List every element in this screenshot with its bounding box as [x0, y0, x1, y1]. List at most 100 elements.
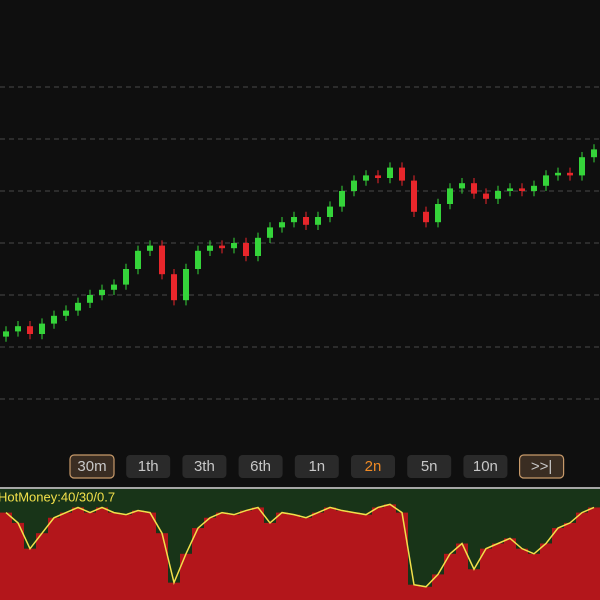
indicator-bar [540, 543, 552, 600]
candle-body [423, 211, 429, 223]
time-range-button[interactable]: 30m [69, 454, 115, 479]
indicator-bar [396, 512, 408, 600]
candle-body [159, 245, 165, 275]
indicator-bar [504, 538, 516, 600]
candle-body [195, 250, 201, 269]
indicator-bar [24, 548, 36, 600]
indicator-bar [60, 512, 72, 600]
candle-body [555, 172, 561, 176]
time-range-button[interactable]: 6th [238, 455, 283, 478]
indicator-bar [348, 512, 360, 600]
candle-body [243, 243, 249, 256]
indicator-bar [252, 507, 264, 600]
button-label: 1n [308, 458, 325, 475]
indicator-bar [144, 512, 156, 600]
candle-body [591, 149, 597, 158]
indicator-title: HotMoney:40/30/0.7 [0, 489, 115, 504]
candle-body [111, 284, 117, 290]
indicator-bar [408, 584, 420, 600]
candle-body [315, 217, 321, 225]
candle-body [219, 245, 225, 249]
indicator-bar [420, 586, 432, 600]
candle-body [279, 222, 285, 228]
candle-body [171, 274, 177, 301]
candle-body [267, 227, 273, 238]
candle-body [87, 295, 93, 303]
indicator-bar [228, 514, 240, 600]
button-background [126, 455, 171, 478]
time-range-button[interactable]: 1th [126, 455, 171, 478]
candle-body [207, 245, 213, 251]
indicator-bar [432, 574, 444, 600]
indicator-bar [96, 507, 108, 600]
button-background [351, 455, 395, 478]
indicator-bar [72, 507, 84, 600]
indicator-bar [516, 548, 528, 600]
candle-body [375, 175, 381, 178]
candle-body [543, 175, 549, 186]
indicator-bar [108, 512, 120, 600]
indicator-bar [36, 533, 48, 600]
button-background [407, 455, 452, 478]
indicator-bar [300, 517, 312, 600]
indicator-bar [48, 517, 60, 600]
candle-body [63, 310, 69, 316]
button-background [182, 455, 227, 478]
indicator-bar [120, 514, 132, 600]
candle-body [459, 183, 465, 189]
indicator-bar [312, 512, 324, 600]
button-label: 3th [194, 458, 215, 475]
button-background [69, 454, 115, 479]
indicator-bar [324, 507, 336, 600]
indicator-bar [588, 507, 600, 600]
indicator-bar [480, 548, 492, 600]
indicator-bar [288, 514, 300, 600]
candle-body [495, 191, 501, 199]
candle-body [135, 250, 141, 269]
time-range-button[interactable]: 3th [182, 455, 227, 478]
candle-body [327, 206, 333, 217]
candle-body [531, 185, 537, 191]
button-background [238, 455, 283, 478]
candle-body [15, 326, 21, 332]
candle-body [387, 167, 393, 178]
indicator-bar [456, 543, 468, 600]
indicator-bar [168, 582, 180, 600]
time-range-button[interactable]: 2n [351, 455, 395, 478]
indicator-bar [204, 517, 216, 600]
indicator-bar [192, 528, 204, 600]
candle-body [471, 183, 477, 194]
candle-body [435, 204, 441, 223]
button-label: 5n [421, 458, 438, 475]
indicator-bar [564, 522, 576, 600]
indicator-bar [372, 507, 384, 600]
candle-body [303, 217, 309, 225]
time-range-button[interactable]: 10n [463, 455, 508, 478]
indicator-bar [132, 510, 144, 600]
candle-body [447, 188, 453, 204]
button-label: 10n [473, 458, 498, 475]
indicator-bar [156, 533, 168, 600]
candle-body [183, 269, 189, 301]
candle-body [291, 217, 297, 223]
button-label: 30m [77, 458, 106, 475]
candle-body [147, 245, 153, 251]
button-label: 6th [250, 458, 271, 475]
candle-body [123, 269, 129, 285]
indicator-bar [444, 553, 456, 600]
time-range-button[interactable]: >>| [518, 454, 565, 479]
indicator-bar [264, 522, 276, 600]
time-range-button[interactable]: 5n [407, 455, 452, 478]
time-range-button[interactable]: 1n [294, 455, 339, 478]
candle-body [255, 237, 261, 256]
button-label: >>| [531, 458, 552, 475]
indicator-bar [0, 512, 12, 600]
button-background [294, 455, 339, 478]
candle-body [399, 167, 405, 181]
indicator-bar [240, 510, 252, 600]
indicator-bar [336, 510, 348, 600]
candle-body [3, 331, 9, 337]
candle-body [75, 302, 81, 311]
candle-body [519, 188, 525, 191]
